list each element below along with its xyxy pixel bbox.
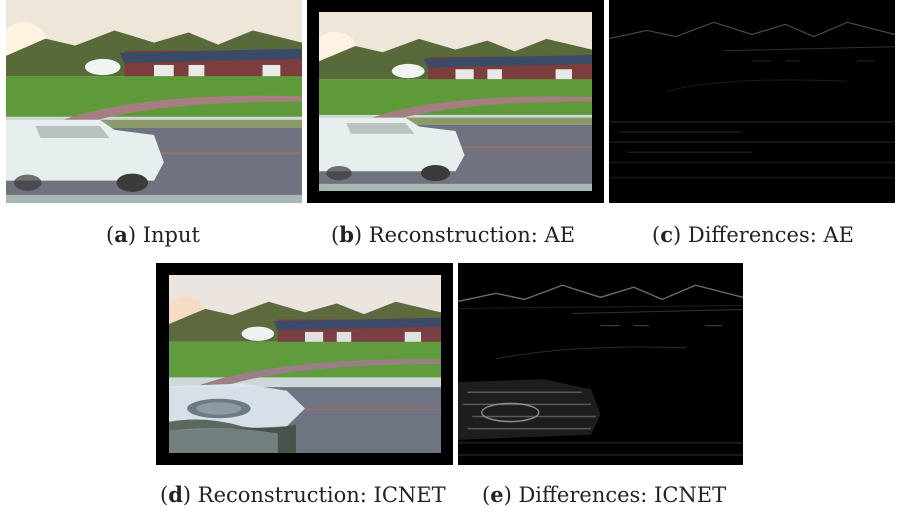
panel-d-image (156, 263, 453, 465)
panel-c-image (609, 0, 895, 203)
caption-d: (d) Reconstruction: ICNET (160, 482, 446, 507)
caption-e: (e) Differences: ICNET (482, 482, 727, 507)
caption-b: (b) Reconstruction: AE (331, 222, 576, 247)
panel-a-image (6, 0, 302, 203)
caption-a: (a) Input (106, 222, 200, 247)
panel-b-image (307, 0, 604, 203)
panel-e-image (458, 263, 743, 465)
caption-c: (c) Differences: AE (652, 222, 854, 247)
